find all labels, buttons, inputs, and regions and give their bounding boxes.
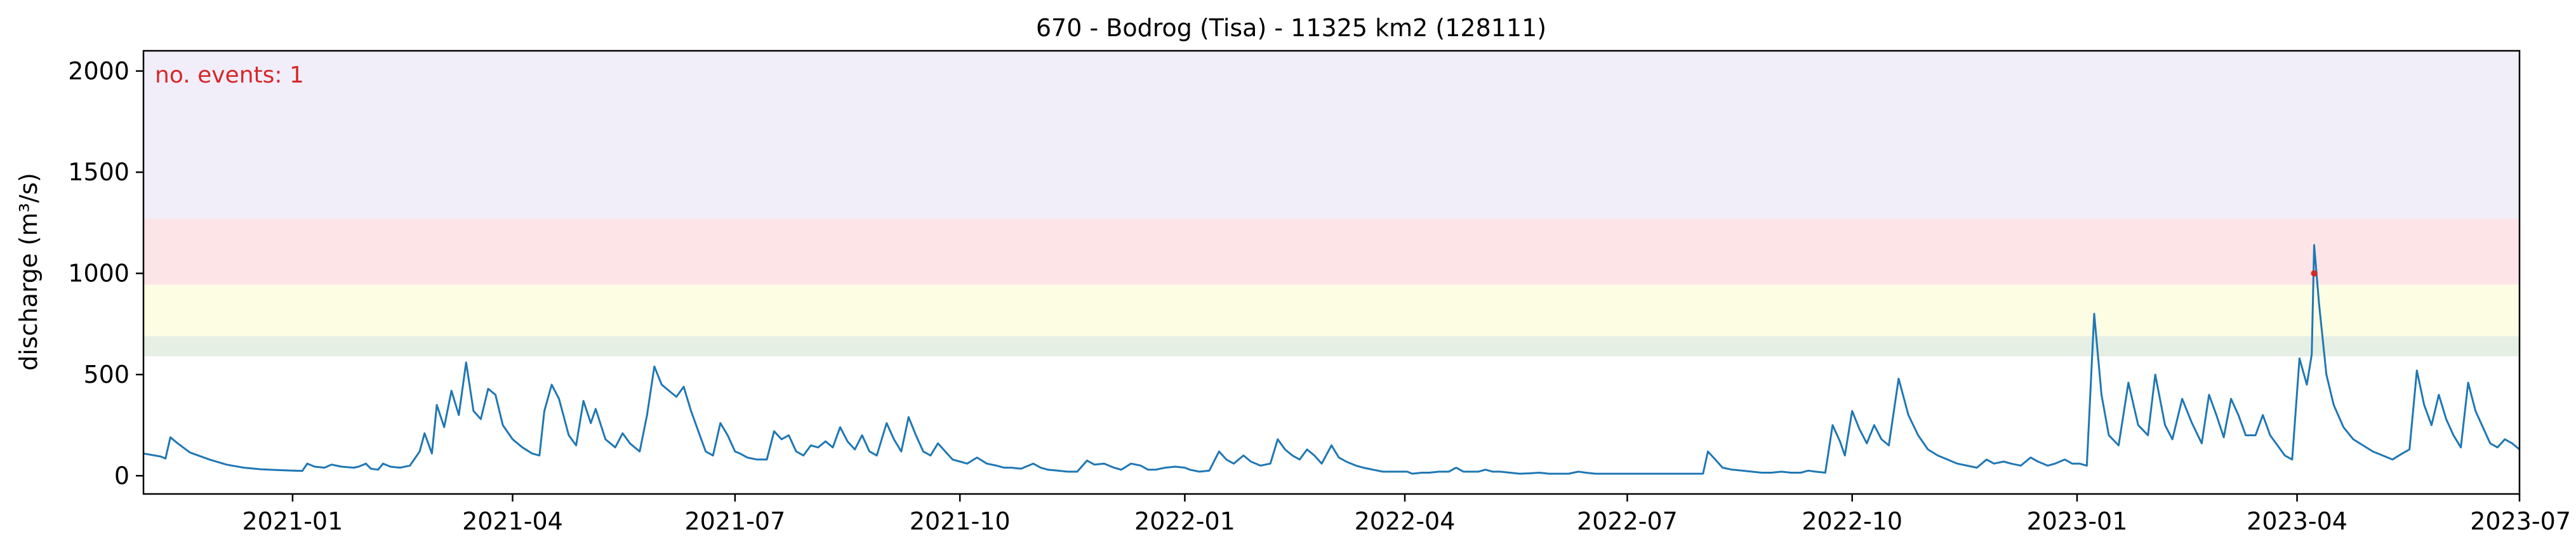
x-tick-label-9: 2023-04 [2247, 507, 2347, 535]
x-tick-label-10: 2023-07 [2470, 507, 2571, 535]
threshold-band-2 [143, 218, 2520, 285]
y-tick-label-3: 1500 [68, 158, 129, 186]
x-tick-label-0: 2021-01 [242, 507, 343, 535]
y-tick-label-2: 1000 [68, 260, 129, 288]
y-tick-label-1: 500 [83, 361, 129, 389]
x-tick-label-5: 2022-04 [1355, 507, 1456, 535]
plot-frame [142, 50, 2521, 495]
x-tick-label-8: 2023-01 [2027, 507, 2128, 535]
plot-area: 0 500 1000 1500 2000 2021-01 2021-04 2021-07 202… [68, 50, 2571, 535]
y-tick-label-0: 0 [114, 462, 129, 490]
x-tick-label-2: 2021-07 [685, 507, 786, 535]
x-tick-label-6: 2022-07 [1577, 507, 1678, 535]
x-tick-label-1: 2021-04 [462, 507, 563, 535]
series-line-0 [143, 244, 2520, 475]
threshold-band-1 [143, 284, 2520, 336]
threshold-band-3 [143, 51, 2520, 219]
y-axis-label: discharge (m³/s) [15, 173, 43, 371]
events-annotation: no. events: 1 [155, 62, 304, 88]
x-tick-label-7: 2022-10 [1802, 507, 1902, 535]
threshold-band-0 [143, 336, 2520, 357]
y-tick-label-4: 2000 [68, 57, 129, 85]
chart-title: 670 - Bodrog (Tisa) - 11325 km2 (128111) [1036, 14, 1546, 42]
x-tick-label-4: 2022-01 [1134, 507, 1235, 535]
x-tick-label-3: 2021-10 [910, 507, 1011, 535]
event-marker-0 [2311, 270, 2318, 277]
